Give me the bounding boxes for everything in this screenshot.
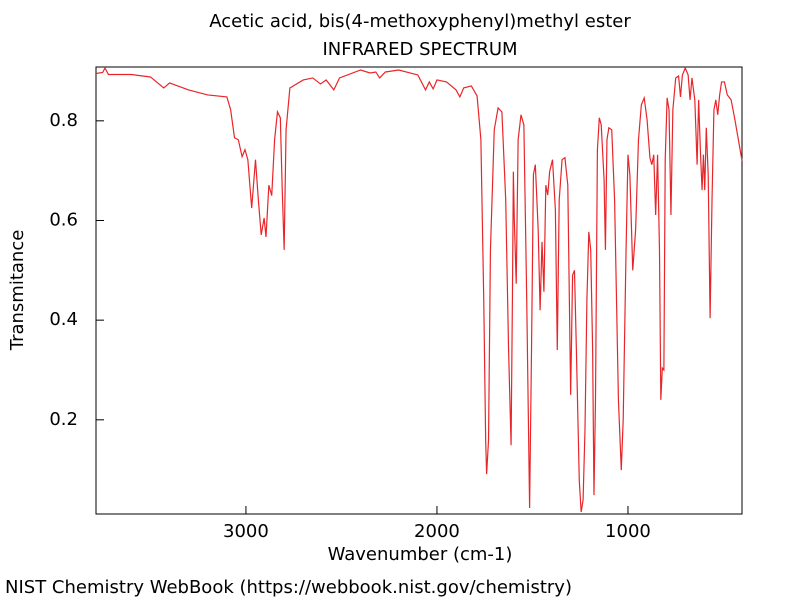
- chart-subtitle: INFRARED SPECTRUM: [322, 39, 517, 60]
- footer: NIST Chemistry WebBook (https://webbook.…: [5, 577, 572, 598]
- plot-frame: [95, 66, 743, 515]
- y-tick-label: 0.6: [49, 209, 78, 230]
- y-tick-label: 0.2: [49, 409, 78, 430]
- spectrum-line: [95, 66, 743, 513]
- y-axis-label: Transmitance: [7, 230, 28, 352]
- chart-title: Acetic acid, bis(4-methoxyphenyl)methyl …: [209, 11, 631, 32]
- y-tick-label: 0.8: [49, 110, 78, 131]
- x-tick-label: 2000: [414, 521, 460, 542]
- y-tick-label: 0.4: [49, 309, 78, 330]
- x-tick-label: 3000: [223, 521, 269, 542]
- x-tick-label: 1000: [605, 521, 651, 542]
- x-axis-label: Wavenumber (cm-1): [328, 544, 513, 565]
